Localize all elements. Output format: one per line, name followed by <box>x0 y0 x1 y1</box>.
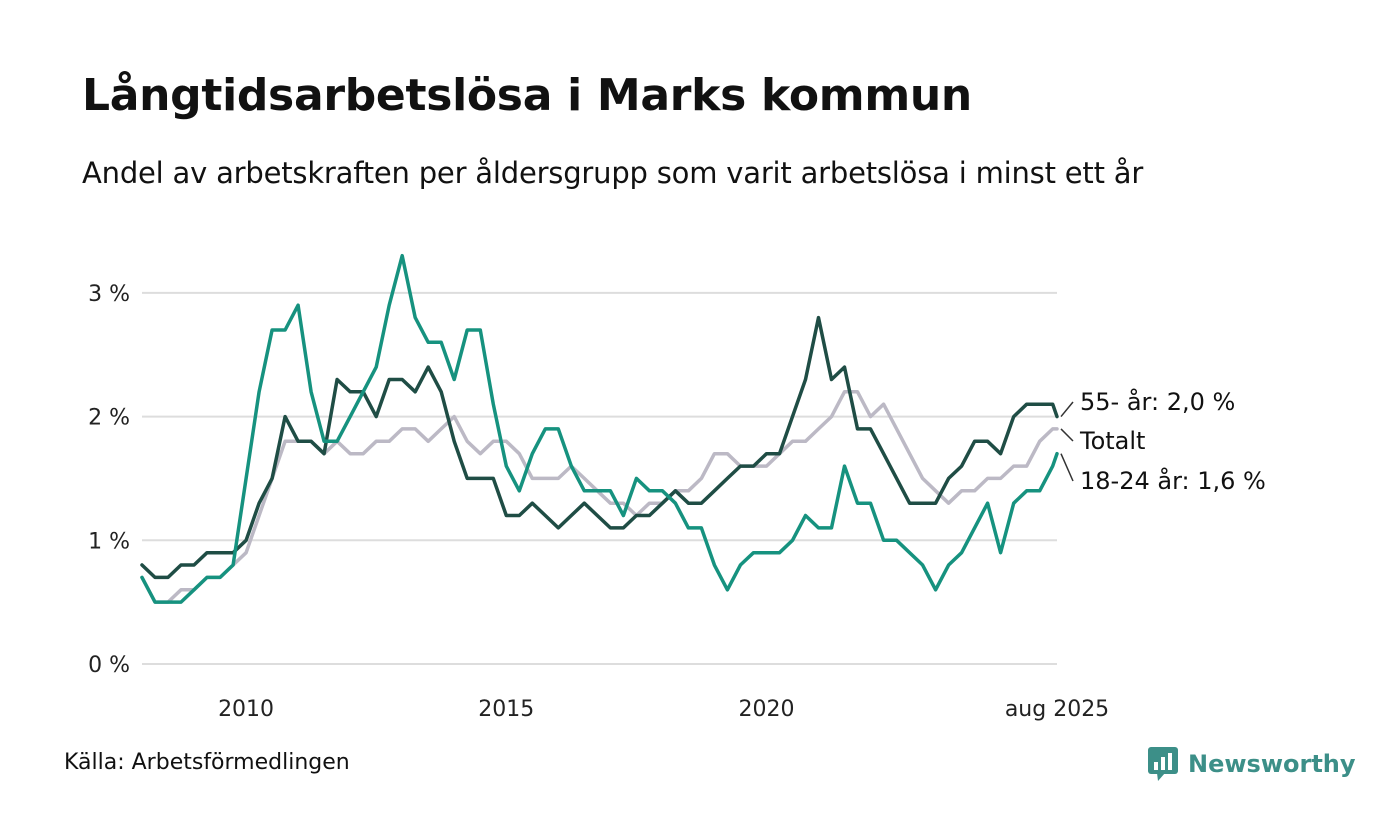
newsworthy-logo-icon <box>1148 747 1178 781</box>
y-tick-label: 0 % <box>88 653 130 678</box>
y-tick-label: 1 % <box>88 529 130 554</box>
x-tick-label: aug 2025 <box>1005 697 1109 722</box>
y-tick-label: 3 % <box>88 282 130 307</box>
end-label-18-24: 18-24 år: 1,6 % <box>1080 466 1266 495</box>
x-tick-label: 2010 <box>218 697 274 722</box>
brand-name: Newsworthy <box>1188 750 1356 778</box>
x-tick-label: 2020 <box>738 697 794 722</box>
series-line-18-24 <box>140 253 1059 604</box>
y-axis-ticks: 0 % 1 % 2 % 3 % <box>88 282 130 678</box>
series-line-total <box>140 390 1059 604</box>
chart-title: Långtidsarbetslösa i Marks kommun <box>82 70 972 121</box>
x-axis-ticks: 2010 2015 2020 aug 2025 <box>218 697 1109 722</box>
series-line-55plus <box>140 315 1059 580</box>
leader-line <box>1060 428 1074 442</box>
end-label-total: Totalt <box>1079 427 1145 455</box>
gridlines <box>142 291 1057 665</box>
leader-line <box>1060 401 1074 418</box>
leader-line <box>1060 453 1074 482</box>
end-labels: Totalt 55- år: 2,0 % 18-24 år: 1,6 % <box>1060 387 1266 495</box>
x-tick-label: 2015 <box>478 697 534 722</box>
end-label-55plus: 55- år: 2,0 % <box>1080 387 1235 416</box>
chart-subtitle: Andel av arbetskraften per åldersgrupp s… <box>82 156 1144 190</box>
brand-logo: Newsworthy <box>1148 744 1356 784</box>
y-tick-label: 2 % <box>88 406 130 431</box>
series-lines <box>140 253 1059 604</box>
source-note: Källa: Arbetsförmedlingen <box>64 750 350 775</box>
